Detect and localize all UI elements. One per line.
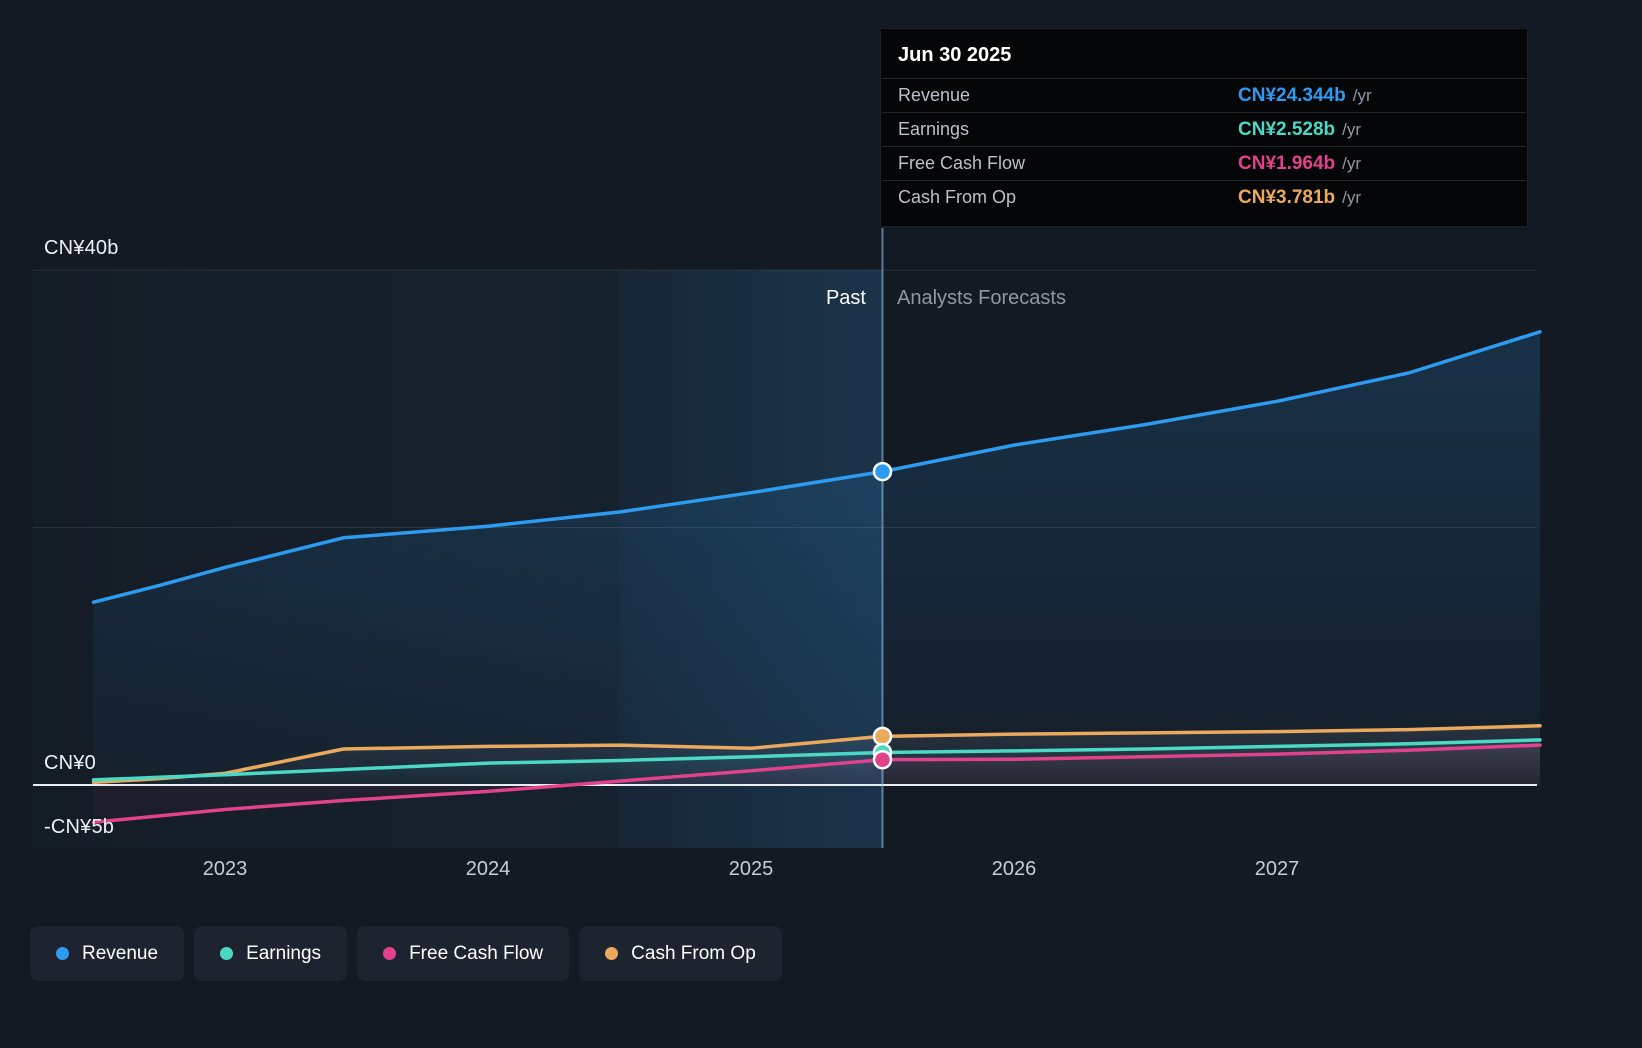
y-axis-label: CN¥40b — [44, 237, 119, 259]
marker-free-cash-flow[interactable] — [872, 749, 893, 770]
tooltip-date: Jun 30 2025 — [898, 44, 1012, 66]
legend-item-earnings[interactable]: Earnings — [194, 926, 348, 981]
area-free-cash-flow — [93, 745, 1540, 823]
tooltip-label: Earnings — [898, 119, 970, 139]
legend-label: Cash From Op — [631, 942, 756, 964]
legend-label: Revenue — [82, 942, 159, 964]
marker-revenue[interactable] — [872, 461, 893, 482]
y-axis-label: -CN¥5b — [44, 816, 115, 839]
line-revenue — [91, 330, 1542, 604]
tooltip-value: CN¥2.528b — [1238, 118, 1336, 140]
analysts-forecasts-label: Analysts Forecasts — [897, 287, 1066, 309]
tooltip-label: Revenue — [898, 85, 971, 105]
line-free-cash-flow — [91, 743, 1542, 825]
legend-item-revenue[interactable]: Revenue — [30, 926, 185, 981]
legend: Revenue Earnings Free Cash Flow Cash From O… — [30, 926, 782, 981]
legend-dot — [56, 947, 69, 960]
tooltip-row: Cash From Op CN¥3.781b/yr — [882, 180, 1526, 214]
tooltip: Jun 30 2025 Revenue CN¥24.344b/yr Earnings… — [880, 28, 1528, 227]
tooltip-label: Cash From Op — [898, 187, 1017, 207]
x-axis-label: 2026 — [991, 858, 1037, 880]
line-earnings — [91, 738, 1542, 782]
tooltip-row: Earnings CN¥2.528b/yr — [882, 112, 1526, 146]
x-axis-label: 2023 — [202, 858, 248, 880]
area-revenue — [93, 331, 1540, 785]
tooltip-rows: Revenue CN¥24.344b/yr Earnings CN¥2.528b/yr… — [881, 78, 1527, 214]
legend-dot — [383, 947, 397, 960]
legend-item-cash-from-op[interactable]: Cash From Op — [579, 926, 782, 981]
legend-dot — [605, 947, 619, 960]
tooltip-suffix: /yr — [1342, 119, 1362, 139]
tooltip-label: Free Cash Flow — [898, 153, 1026, 173]
tooltip-suffix: /yr — [1342, 153, 1362, 173]
legend-label: Earnings — [246, 942, 322, 964]
x-axis-label: 2027 — [1254, 858, 1300, 880]
legend-item-free-cash-flow[interactable]: Free Cash Flow — [357, 926, 570, 981]
past-label: Past — [825, 287, 866, 309]
tooltip-suffix: /yr — [1342, 187, 1362, 207]
tooltip-row: Revenue CN¥24.344b/yr — [882, 78, 1526, 112]
x-axis-label: 2024 — [465, 858, 511, 880]
tooltip-value: CN¥1.964b — [1238, 152, 1336, 174]
tooltip-value: CN¥3.781b — [1238, 186, 1336, 208]
marker-cash-from-op[interactable] — [872, 726, 893, 747]
tooltip-value: CN¥24.344b — [1238, 84, 1346, 106]
y-axis-label: CN¥0 — [44, 752, 96, 774]
legend-dot — [220, 947, 234, 960]
tooltip-suffix: /yr — [1352, 85, 1372, 105]
tooltip-row: Free Cash Flow CN¥1.964b/yr — [882, 146, 1526, 180]
legend-label: Free Cash Flow — [409, 942, 544, 964]
x-axis-label: 2025 — [728, 858, 774, 880]
